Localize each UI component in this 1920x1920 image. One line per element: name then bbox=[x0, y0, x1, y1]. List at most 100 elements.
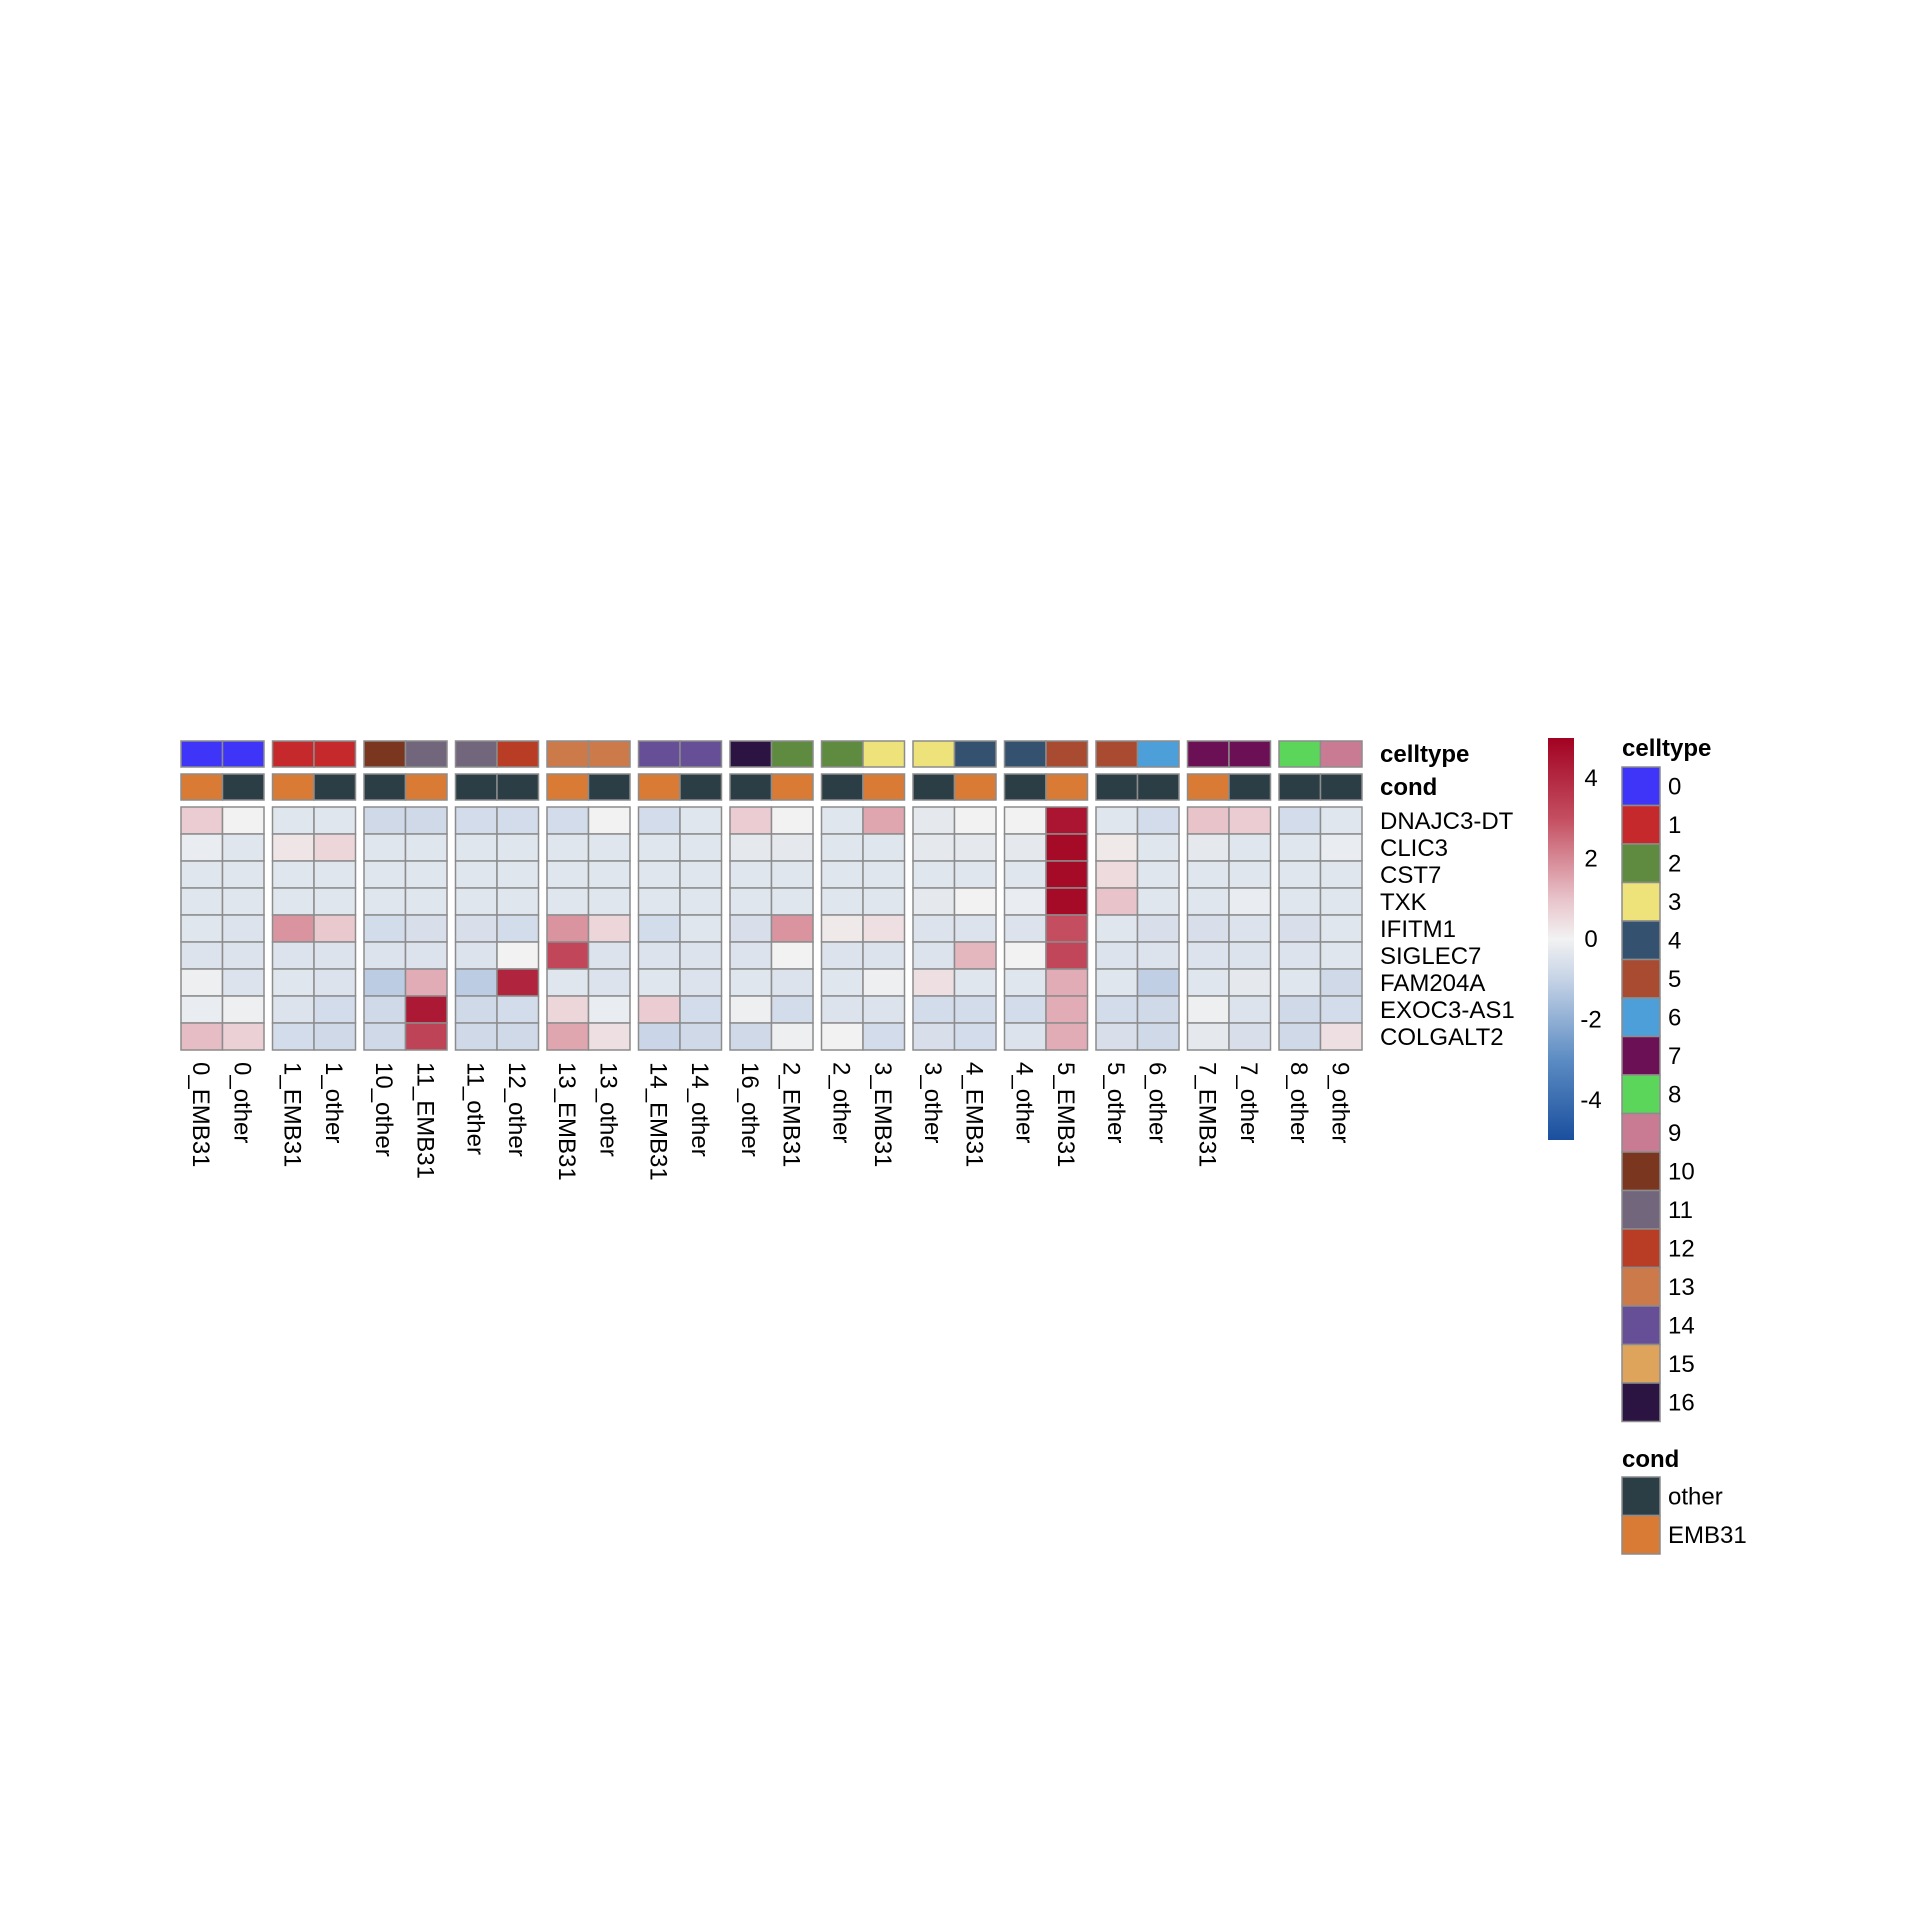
cond-annotation-11-emb31 bbox=[404, 773, 448, 801]
heatmap-cell-fam204a-10-other bbox=[363, 968, 407, 997]
heatmap-cell-txk-13-other bbox=[587, 887, 631, 916]
heatmap-cell-txk-4-other bbox=[1003, 887, 1047, 916]
heatmap-cell-txk-5-other bbox=[1095, 887, 1139, 916]
heatmap-cell-fam204a-11-emb31 bbox=[404, 968, 448, 997]
celltype-annotation-3-other bbox=[912, 740, 956, 768]
heatmap-cell-exoc3-as1-9-other bbox=[1319, 995, 1363, 1024]
celltype-legend-swatch-14 bbox=[1621, 1305, 1661, 1346]
heatmap-cell-dnajc3-dt-0-emb31 bbox=[180, 806, 224, 835]
column-label-5-emb31: 5_EMB31 bbox=[1052, 1062, 1079, 1167]
heatmap-cell-ifitm1-5-emb31 bbox=[1045, 914, 1089, 943]
heatmap-cell-cst7-2-emb31 bbox=[770, 860, 814, 889]
heatmap-cell-fam204a-9-other bbox=[1319, 968, 1363, 997]
celltype-legend-swatch-0 bbox=[1621, 766, 1661, 807]
heatmap-cell-colgalt2-0-other bbox=[221, 1022, 265, 1051]
colorbar-tick-2: 2 bbox=[1584, 846, 1597, 873]
heatmap-cell-txk-16-other bbox=[729, 887, 773, 916]
heatmap-cell-dnajc3-dt-16-other bbox=[729, 806, 773, 835]
heatmap-cell-clic3-3-emb31 bbox=[862, 833, 906, 862]
celltype-legend-swatch-6 bbox=[1621, 997, 1661, 1038]
celltype-annotation-1-other bbox=[313, 740, 357, 768]
heatmap-cell-ifitm1-1-emb31 bbox=[271, 914, 315, 943]
heatmap-cell-exoc3-as1-13-other bbox=[587, 995, 631, 1024]
heatmap-cell-cst7-2-other bbox=[820, 860, 864, 889]
heatmap-cell-txk-3-emb31 bbox=[862, 887, 906, 916]
heatmap-cell-colgalt2-4-other bbox=[1003, 1022, 1047, 1051]
celltype-legend-label-0: 0 bbox=[1668, 773, 1681, 800]
cond-annotation-4-emb31 bbox=[953, 773, 997, 801]
heatmap-cell-exoc3-as1-16-other bbox=[729, 995, 773, 1024]
heatmap-cell-colgalt2-3-other bbox=[912, 1022, 956, 1051]
heatmap-cell-cst7-6-other bbox=[1136, 860, 1180, 889]
heatmap-cell-fam204a-0-emb31 bbox=[180, 968, 224, 997]
heatmap-cell-txk-13-emb31 bbox=[546, 887, 590, 916]
heatmap-cell-dnajc3-dt-3-other bbox=[912, 806, 956, 835]
heatmap-cell-siglec7-4-emb31 bbox=[953, 941, 997, 970]
annotation-legend: celltype012345678910111213141516condothe… bbox=[1621, 735, 1747, 1555]
heatmap-cell-fam204a-11-other bbox=[454, 968, 498, 997]
celltype-legend-swatch-3 bbox=[1621, 881, 1661, 922]
heatmap-cell-clic3-11-emb31 bbox=[404, 833, 448, 862]
heatmap-cell-ifitm1-10-other bbox=[363, 914, 407, 943]
heatmap-cell-colgalt2-2-emb31 bbox=[770, 1022, 814, 1051]
heatmap-cell-cst7-1-other bbox=[313, 860, 357, 889]
heatmap-cell-clic3-7-other bbox=[1228, 833, 1272, 862]
heatmap-cell-dnajc3-dt-3-emb31 bbox=[862, 806, 906, 835]
heatmap-cell-ifitm1-1-other bbox=[313, 914, 357, 943]
heatmap-cell-clic3-5-other bbox=[1095, 833, 1139, 862]
row-label-clic3: CLIC3 bbox=[1380, 835, 1448, 862]
cond-annotation-2-emb31 bbox=[770, 773, 814, 801]
heatmap-cell-ifitm1-7-other bbox=[1228, 914, 1272, 943]
heatmap-cell-ifitm1-2-emb31 bbox=[770, 914, 814, 943]
heatmap-cell-txk-1-emb31 bbox=[271, 887, 315, 916]
heatmap-cell-clic3-1-emb31 bbox=[271, 833, 315, 862]
cond-annotation-0-other bbox=[221, 773, 265, 801]
celltype-annotation-14-other bbox=[679, 740, 723, 768]
heatmap-cell-siglec7-10-other bbox=[363, 941, 407, 970]
celltype-legend-swatch-12 bbox=[1621, 1228, 1661, 1269]
heatmap-cell-dnajc3-dt-10-other bbox=[363, 806, 407, 835]
heatmap-cell-fam204a-3-other bbox=[912, 968, 956, 997]
heatmap-cell-cst7-3-other bbox=[912, 860, 956, 889]
celltype-annotation-8-other bbox=[1278, 740, 1322, 768]
heatmap-cell-ifitm1-11-emb31 bbox=[404, 914, 448, 943]
column-label-4-emb31: 4_EMB31 bbox=[960, 1062, 987, 1167]
row-label-fam204a: FAM204A bbox=[1380, 970, 1485, 997]
row-label-exoc3-as1: EXOC3-AS1 bbox=[1380, 997, 1515, 1024]
cond-annotation-5-other bbox=[1095, 773, 1139, 801]
heatmap-cell-colgalt2-5-other bbox=[1095, 1022, 1139, 1051]
heatmap-cell-cst7-13-other bbox=[587, 860, 631, 889]
cond-annotation-5-emb31 bbox=[1045, 773, 1089, 801]
celltype-legend-swatch-5 bbox=[1621, 958, 1661, 999]
heatmap-cell-txk-7-other bbox=[1228, 887, 1272, 916]
row-label-cst7: CST7 bbox=[1380, 862, 1441, 889]
heatmap-cell-cst7-13-emb31 bbox=[546, 860, 590, 889]
heatmap-cell-cst7-12-other bbox=[496, 860, 540, 889]
heatmap-cell-dnajc3-dt-12-other bbox=[496, 806, 540, 835]
celltype-legend-label-11: 11 bbox=[1668, 1197, 1693, 1224]
celltype-annotation-13-other bbox=[587, 740, 631, 768]
heatmap-cell-fam204a-2-other bbox=[820, 968, 864, 997]
cond-annotation-6-other bbox=[1136, 773, 1180, 801]
celltype-annotation-4-emb31 bbox=[953, 740, 997, 768]
heatmap-cell-siglec7-8-other bbox=[1278, 941, 1322, 970]
heatmap-cell-dnajc3-dt-2-emb31 bbox=[770, 806, 814, 835]
heatmap-cell-cst7-0-emb31 bbox=[180, 860, 224, 889]
heatmap-cell-exoc3-as1-5-other bbox=[1095, 995, 1139, 1024]
cond-annotation-14-emb31 bbox=[637, 773, 681, 801]
heatmap-cell-siglec7-11-emb31 bbox=[404, 941, 448, 970]
heatmap-cell-cst7-7-emb31 bbox=[1186, 860, 1230, 889]
cond-annotation-label: cond bbox=[1380, 774, 1437, 801]
heatmap-cell-exoc3-as1-0-other bbox=[221, 995, 265, 1024]
heatmap-cell-exoc3-as1-4-other bbox=[1003, 995, 1047, 1024]
celltype-legend-swatch-7 bbox=[1621, 1035, 1661, 1076]
heatmap-cell-cst7-9-other bbox=[1319, 860, 1363, 889]
heatmap-cell-fam204a-5-emb31 bbox=[1045, 968, 1089, 997]
heatmap-cell-exoc3-as1-13-emb31 bbox=[546, 995, 590, 1024]
column-label-11-other: 11_other bbox=[461, 1062, 488, 1155]
heatmap-cell-dnajc3-dt-14-other bbox=[679, 806, 723, 835]
heatmap-cell-dnajc3-dt-9-other bbox=[1319, 806, 1363, 835]
heatmap-cell-ifitm1-5-other bbox=[1095, 914, 1139, 943]
cond-annotation-7-other bbox=[1228, 773, 1272, 801]
